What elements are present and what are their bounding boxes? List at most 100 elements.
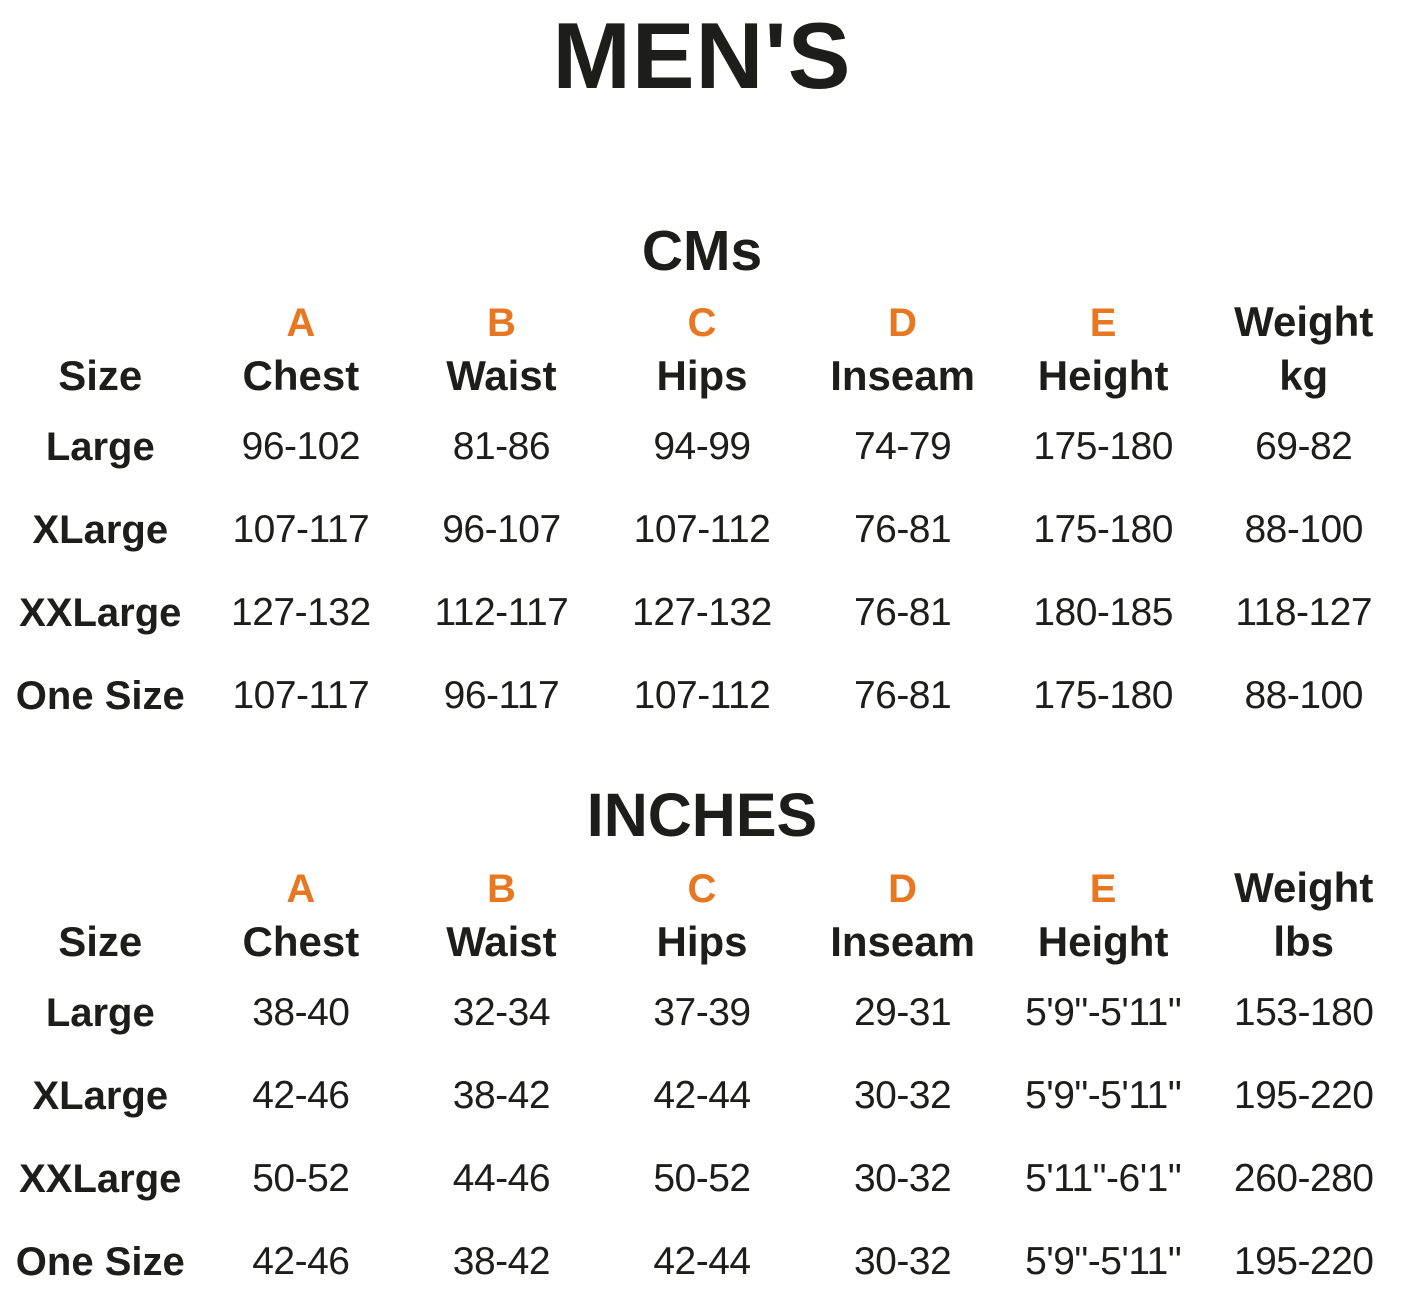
inches-waist-header-label: Waist	[446, 917, 557, 965]
inches-row-label-xlarge: XLarge	[32, 1073, 169, 1118]
cms-inseam-header-label: Inseam	[830, 351, 975, 399]
measure-letter-c: C	[687, 866, 717, 911]
cms-xxlarge-weight: 118-127	[1235, 591, 1373, 635]
cms-xlarge-waist: 96-107	[442, 508, 561, 552]
inches-onesize-chest: 42-46	[252, 1240, 350, 1284]
inches-onesize-inseam: 30-32	[853, 1240, 952, 1284]
cms-size-header-label: Size	[58, 351, 143, 399]
inches-row-label-onesize: One Size	[15, 1239, 185, 1284]
cms-xxlarge-height: 180-185	[1033, 591, 1173, 635]
inches-table: Size A Chest B Waist C Hips D Inseam E H…	[0, 862, 1404, 1304]
inches-xlarge-weight: 195-220	[1233, 1074, 1374, 1118]
cms-xxlarge-inseam: 76-81	[853, 591, 952, 635]
inches-large-waist: 32-34	[452, 991, 551, 1035]
cms-table: Size A Chest B Waist C Hips D Inseam E H…	[0, 296, 1404, 738]
cms-large-chest: 96-102	[241, 425, 361, 469]
inches-onesize-waist: 38-42	[452, 1240, 551, 1284]
measure-letter-b: B	[486, 300, 516, 345]
cms-xlarge-inseam: 76-81	[853, 508, 952, 552]
cms-height-header-label: Height	[1037, 351, 1169, 399]
inches-xlarge-hips: 42-44	[653, 1074, 751, 1118]
cms-table-title: CMs	[641, 218, 763, 283]
cms-xlarge-hips: 107-112	[633, 508, 771, 552]
cms-column-header-hips: C Hips	[602, 296, 803, 406]
cms-xlarge-weight: 88-100	[1244, 508, 1363, 552]
cms-row-label-onesize: One Size	[15, 673, 185, 718]
cms-onesize-chest: 107-117	[232, 674, 370, 718]
inches-onesize-hips: 42-44	[653, 1240, 751, 1284]
cms-row-label-xxlarge: XXLarge	[19, 590, 182, 635]
inches-table-title: INCHES	[586, 780, 818, 849]
measure-letter-d: D	[888, 866, 917, 911]
inches-xlarge-chest: 42-46	[252, 1074, 350, 1118]
inches-weight-header-top: Weight	[1234, 863, 1374, 911]
cms-onesize-hips: 107-112	[633, 674, 771, 718]
inches-inseam-header-label: Inseam	[830, 917, 975, 965]
inches-xlarge-waist: 38-42	[452, 1074, 551, 1118]
inches-large-chest: 38-40	[252, 991, 350, 1035]
inches-xxlarge-hips: 50-52	[653, 1157, 751, 1201]
cms-chest-header-label: Chest	[242, 351, 360, 399]
measure-letter-a: A	[286, 866, 316, 911]
measure-letter-e: E	[1089, 866, 1117, 911]
inches-xxlarge-height: 5'11"-6'1"	[1025, 1157, 1182, 1201]
cms-row-label-xlarge: XLarge	[32, 507, 169, 552]
cms-large-waist: 81-86	[452, 425, 551, 469]
cms-column-header-waist: B Waist	[401, 296, 602, 406]
cms-onesize-waist: 96-117	[443, 674, 560, 718]
cms-column-header-height: E Height	[1003, 296, 1204, 406]
inches-weight-header-unit: lbs	[1273, 917, 1335, 965]
cms-large-weight: 69-82	[1255, 425, 1353, 469]
cms-column-header-inseam: D Inseam	[802, 296, 1003, 406]
inches-large-weight: 153-180	[1233, 991, 1374, 1035]
cms-xlarge-height: 175-180	[1033, 508, 1173, 552]
inches-column-header-chest: A Chest	[201, 862, 402, 972]
measure-letter-c: C	[687, 300, 717, 345]
inches-column-header-height: E Height	[1003, 862, 1204, 972]
measure-letter-e: E	[1089, 300, 1117, 345]
inches-column-header-size: Size	[0, 862, 201, 972]
inches-onesize-weight: 195-220	[1233, 1240, 1374, 1284]
cms-onesize-height: 175-180	[1033, 674, 1173, 718]
inches-xxlarge-waist: 44-46	[452, 1157, 551, 1201]
cms-waist-header-label: Waist	[446, 351, 557, 399]
cms-xxlarge-hips: 127-132	[632, 591, 772, 635]
page-title: MEN'S	[552, 3, 852, 108]
cms-large-inseam: 74-79	[853, 425, 952, 469]
cms-row-label-large: Large	[45, 424, 155, 469]
cms-large-height: 175-180	[1033, 425, 1173, 469]
inches-letter-spacer	[0, 862, 201, 912]
inches-xlarge-inseam: 30-32	[853, 1074, 952, 1118]
inches-height-header-label: Height	[1037, 917, 1169, 965]
inches-row-label-large: Large	[45, 990, 155, 1035]
inches-xxlarge-chest: 50-52	[252, 1157, 350, 1201]
inches-chest-header-label: Chest	[242, 917, 360, 965]
cms-onesize-inseam: 76-81	[853, 674, 952, 718]
inches-large-height: 5'9"-5'11"	[1025, 991, 1182, 1035]
cms-weight-header-top: Weight	[1234, 297, 1374, 345]
inches-column-header-waist: B Waist	[401, 862, 602, 972]
inches-onesize-height: 5'9"-5'11"	[1025, 1240, 1182, 1284]
inches-large-inseam: 29-31	[853, 991, 952, 1035]
cms-column-header-chest: A Chest	[201, 296, 402, 406]
cms-column-header-weight: Weight kg	[1203, 296, 1404, 406]
cms-column-header-size: Size	[0, 296, 201, 406]
measure-letter-b: B	[486, 866, 516, 911]
cms-onesize-weight: 88-100	[1244, 674, 1363, 718]
inches-xxlarge-inseam: 30-32	[853, 1157, 952, 1201]
inches-hips-header-label: Hips	[656, 917, 748, 965]
cms-xlarge-chest: 107-117	[232, 508, 370, 552]
measure-letter-d: D	[888, 300, 917, 345]
inches-column-header-inseam: D Inseam	[802, 862, 1003, 972]
cms-letter-spacer	[0, 296, 201, 346]
cms-xxlarge-waist: 112-117	[434, 591, 569, 635]
inches-row-label-xxlarge: XXLarge	[19, 1156, 182, 1201]
inches-column-header-hips: C Hips	[602, 862, 803, 972]
inches-xxlarge-weight: 260-280	[1233, 1157, 1374, 1201]
cms-large-hips: 94-99	[653, 425, 751, 469]
measure-letter-a: A	[286, 300, 316, 345]
inches-size-header-label: Size	[58, 917, 143, 965]
inches-column-header-weight: Weight lbs	[1203, 862, 1404, 972]
inches-xlarge-height: 5'9"-5'11"	[1025, 1074, 1182, 1118]
